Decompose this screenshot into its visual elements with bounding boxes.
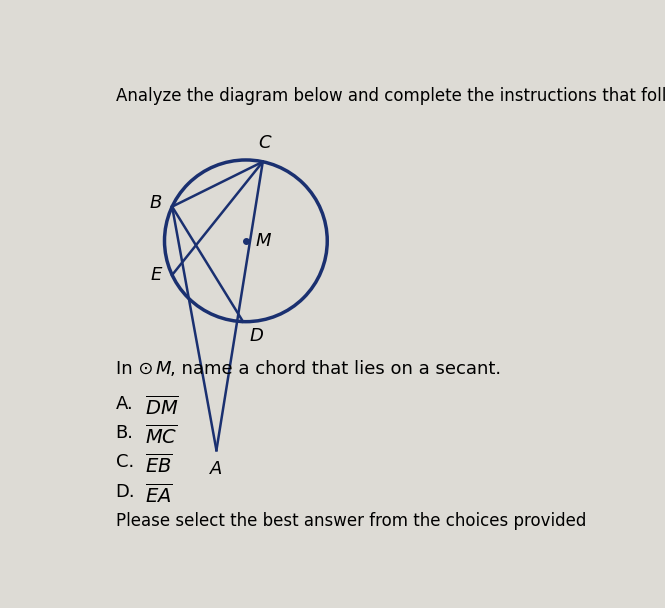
Text: D.: D. (116, 483, 135, 500)
Text: C: C (258, 134, 271, 152)
Text: C.: C. (116, 454, 134, 471)
Text: $\overline{\mathit{MC}}$: $\overline{\mathit{MC}}$ (145, 424, 178, 447)
Text: $\overline{\mathit{EA}}$: $\overline{\mathit{EA}}$ (145, 483, 173, 506)
Text: M: M (156, 360, 172, 378)
Text: E: E (151, 266, 162, 284)
Text: B.: B. (116, 424, 134, 442)
Text: M: M (255, 232, 271, 250)
Text: D: D (249, 326, 263, 345)
Text: Please select the best answer from the choices provided: Please select the best answer from the c… (116, 512, 586, 530)
Text: , name a chord that lies on a secant.: , name a chord that lies on a secant. (170, 360, 501, 378)
Text: In ⊙: In ⊙ (116, 360, 153, 378)
Text: Analyze the diagram below and complete the instructions that follow.: Analyze the diagram below and complete t… (116, 87, 665, 105)
Text: A.: A. (116, 395, 134, 413)
Text: A: A (210, 460, 223, 478)
Text: B: B (150, 194, 162, 212)
Text: $\overline{\mathit{DM}}$: $\overline{\mathit{DM}}$ (145, 395, 179, 418)
Text: $\overline{\mathit{EB}}$: $\overline{\mathit{EB}}$ (145, 454, 173, 477)
